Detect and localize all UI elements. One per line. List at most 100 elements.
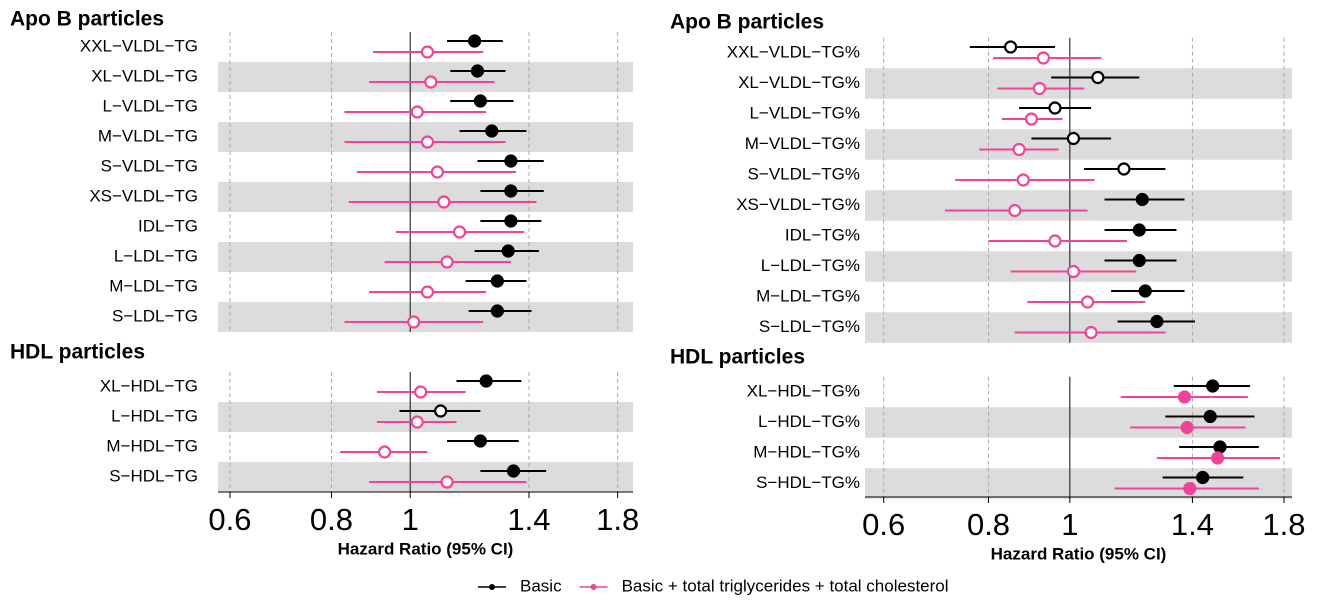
estimate-point <box>490 274 504 288</box>
row-label: M−LDL−TG% <box>756 286 860 305</box>
estimate-point <box>407 315 421 329</box>
x-tick-label: 0.6 <box>862 507 905 542</box>
estimate-point <box>1084 325 1098 340</box>
row-band <box>865 312 1292 343</box>
row-band <box>865 251 1292 282</box>
row-band <box>218 402 633 432</box>
estimate-point <box>1177 390 1192 404</box>
section-title: Apo B particles <box>670 11 824 34</box>
estimate-point <box>1203 409 1217 424</box>
estimate-point <box>410 105 424 119</box>
estimate-point <box>473 94 488 108</box>
estimate-point <box>1066 131 1081 146</box>
estimate-point <box>1196 470 1210 485</box>
estimate-point <box>504 214 518 228</box>
x-tick-label: 1 <box>402 502 419 537</box>
estimate-point <box>501 244 515 258</box>
row-label: L−HDL−TG% <box>758 412 860 431</box>
row-label: S−HDL−TG% <box>756 473 860 492</box>
panel: Apo B particles XXL−VLDL−TG% XL−VLDL−TG% L−… <box>670 11 1306 564</box>
estimate-point <box>1132 253 1146 268</box>
x-tick-label: 1.4 <box>507 502 550 537</box>
x-tick-label: 0.8 <box>967 507 1010 542</box>
estimate-point <box>414 385 428 399</box>
row-band <box>865 468 1292 499</box>
estimate-point <box>1132 223 1146 237</box>
estimate-point <box>434 404 448 418</box>
row-label: S−LDL−TG% <box>759 317 860 336</box>
row-band <box>218 242 633 272</box>
row-label: M−VLDL−TG <box>98 126 198 145</box>
estimate-point <box>424 75 438 89</box>
row-label: XL−VLDL−TG <box>91 66 198 85</box>
row-band <box>218 62 633 92</box>
estimate-point <box>410 415 424 429</box>
row-label: M−LDL−TG <box>109 276 198 295</box>
estimate-point <box>440 475 454 489</box>
legend: Basic Basic + total triglycerides + total… <box>478 576 949 595</box>
row-band <box>865 129 1292 160</box>
estimate-point <box>1135 192 1149 207</box>
x-tick-label: 0.6 <box>208 502 251 537</box>
row-label: IDL−TG <box>138 216 198 235</box>
estimate-point <box>1024 112 1039 126</box>
estimate-point <box>1004 40 1018 54</box>
row-label: L−LDL−TG <box>114 246 198 265</box>
estimate-point <box>1048 234 1062 248</box>
x-axis-label: Hazard Ratio (95% CI) <box>991 544 1167 563</box>
x-tick-label: 1 <box>1061 507 1078 542</box>
estimate-point <box>470 64 485 78</box>
row-label: L−VLDL−TG% <box>749 103 860 122</box>
panel: Apo B particles XXL−VLDL−TG XL−VLDL−TG L−VL… <box>10 8 639 559</box>
estimate-point <box>479 374 493 388</box>
estimate-point <box>473 434 488 448</box>
row-label: S−VLDL−TG% <box>748 164 860 183</box>
legend-label: Basic + total triglycerides + total chol… <box>622 576 949 595</box>
estimate-point <box>420 135 435 149</box>
row-band <box>218 182 633 212</box>
x-axis-label: Hazard Ratio (95% CI) <box>338 539 514 558</box>
estimate-point <box>1213 440 1227 454</box>
estimate-point <box>485 124 499 138</box>
estimate-point <box>437 195 451 209</box>
x-tick-label: 1.8 <box>596 502 639 537</box>
row-label: XL−HDL−TG <box>100 376 198 395</box>
x-tick-label: 1.4 <box>1171 507 1214 542</box>
row-band <box>865 407 1292 438</box>
estimate-point <box>440 255 454 269</box>
section-title: Apo B particles <box>10 8 164 31</box>
legend-swatch-dot <box>489 584 495 590</box>
row-label: XS−VLDL−TG% <box>736 195 860 214</box>
estimate-point <box>1180 420 1194 435</box>
estimate-point <box>1138 284 1152 298</box>
row-band <box>218 302 633 332</box>
row-label: S−LDL−TG <box>112 306 198 325</box>
estimate-point <box>1048 101 1062 115</box>
estimate-point <box>504 184 518 198</box>
row-label: L−HDL−TG <box>111 406 198 425</box>
estimate-point <box>504 154 518 168</box>
row-label: M−VLDL−TG% <box>745 134 860 153</box>
estimate-point <box>1091 70 1105 85</box>
estimate-point <box>506 464 521 478</box>
x-tick-label: 1.8 <box>1262 507 1305 542</box>
estimate-point <box>430 165 444 179</box>
estimate-point <box>490 304 504 318</box>
estimate-point <box>1183 481 1197 496</box>
estimate-point <box>1210 451 1225 465</box>
estimate-point <box>1117 162 1131 176</box>
estimate-point <box>420 285 435 299</box>
legend-swatch-dot <box>590 584 597 590</box>
row-label: M−HDL−TG% <box>753 442 860 461</box>
estimate-point <box>1032 81 1047 96</box>
row-label: IDL−TG% <box>785 225 860 244</box>
estimate-point <box>467 34 482 48</box>
row-label: XXL−VLDL−TG <box>80 36 198 55</box>
estimate-point <box>1066 264 1081 279</box>
row-band <box>865 190 1292 221</box>
legend-label: Basic <box>520 576 562 595</box>
x-tick-label: 0.8 <box>310 502 353 537</box>
estimate-point <box>1008 203 1022 218</box>
estimate-point <box>452 225 467 239</box>
estimate-point <box>1150 314 1164 329</box>
